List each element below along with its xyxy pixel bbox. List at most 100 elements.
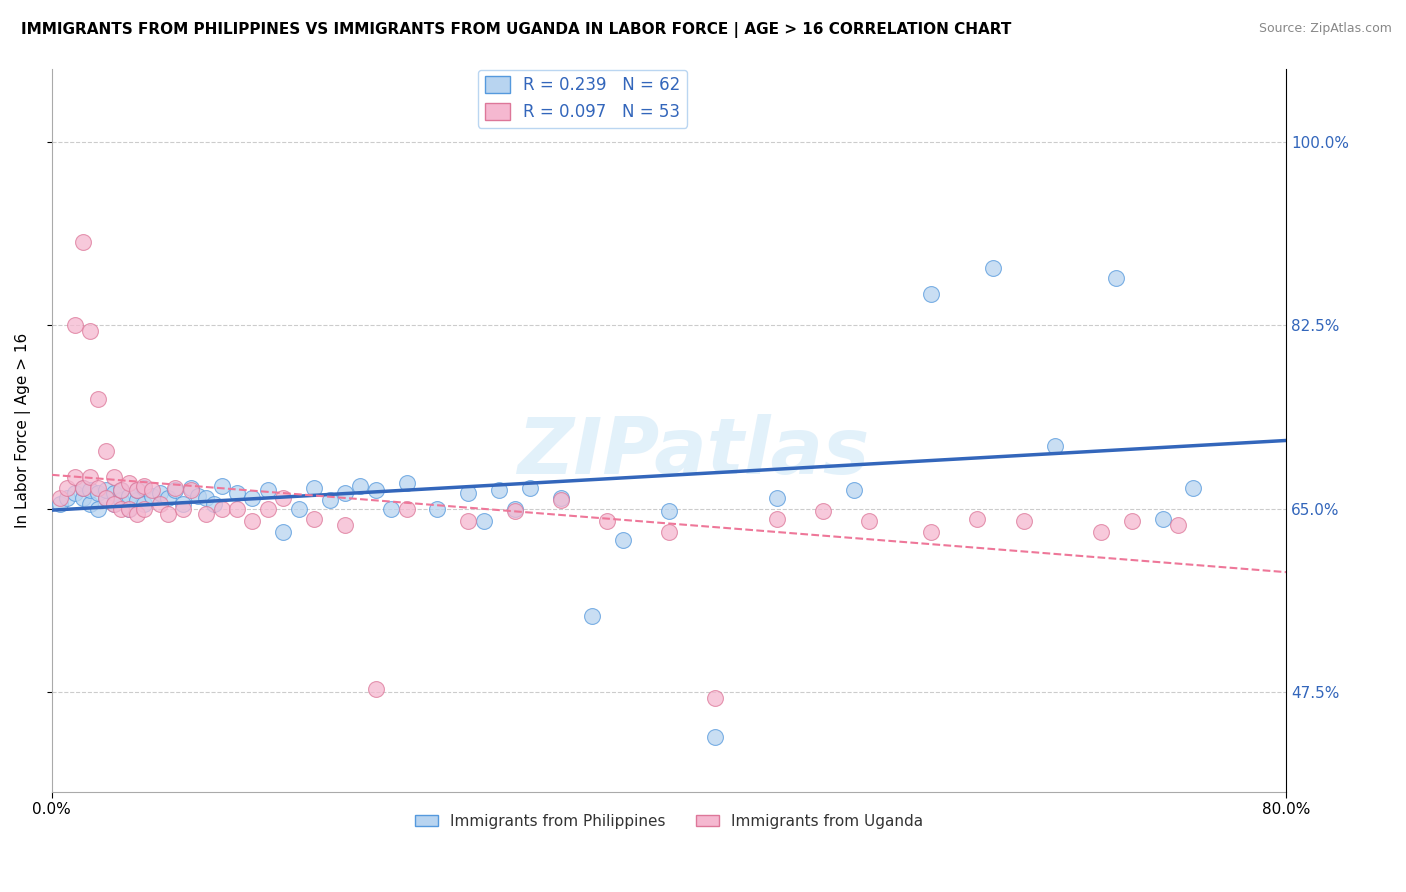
Point <box>118 489 141 503</box>
Point <box>811 504 834 518</box>
Point <box>302 481 325 495</box>
Point <box>134 479 156 493</box>
Point <box>1182 481 1205 495</box>
Point <box>333 486 356 500</box>
Point <box>550 493 572 508</box>
Text: Source: ZipAtlas.com: Source: ZipAtlas.com <box>1258 22 1392 36</box>
Point <box>1152 512 1174 526</box>
Point <box>72 235 94 249</box>
Point <box>202 497 225 511</box>
Point <box>981 260 1004 275</box>
Point <box>242 515 264 529</box>
Point <box>766 491 789 506</box>
Point <box>195 507 218 521</box>
Point <box>103 497 125 511</box>
Point <box>72 481 94 495</box>
Point <box>457 486 479 500</box>
Point <box>349 479 371 493</box>
Point <box>149 486 172 500</box>
Point <box>704 690 727 705</box>
Point <box>172 501 194 516</box>
Point <box>156 491 179 506</box>
Point <box>118 501 141 516</box>
Point <box>125 483 148 497</box>
Point <box>1167 517 1189 532</box>
Point <box>79 470 101 484</box>
Point <box>550 491 572 506</box>
Point <box>858 515 880 529</box>
Point <box>226 486 249 500</box>
Point <box>364 682 387 697</box>
Point <box>165 481 187 495</box>
Point <box>271 524 294 539</box>
Point <box>94 491 117 506</box>
Point <box>103 497 125 511</box>
Point <box>488 483 510 497</box>
Point <box>457 515 479 529</box>
Point <box>125 483 148 497</box>
Point <box>503 504 526 518</box>
Point <box>156 507 179 521</box>
Point <box>94 483 117 497</box>
Point <box>596 515 619 529</box>
Point <box>110 493 132 508</box>
Point <box>1012 515 1035 529</box>
Point <box>103 486 125 500</box>
Point <box>87 501 110 516</box>
Y-axis label: In Labor Force | Age > 16: In Labor Force | Age > 16 <box>15 333 31 528</box>
Point <box>658 524 681 539</box>
Legend: Immigrants from Philippines, Immigrants from Uganda: Immigrants from Philippines, Immigrants … <box>409 808 929 835</box>
Point <box>87 486 110 500</box>
Point <box>1105 271 1128 285</box>
Point <box>180 481 202 495</box>
Point <box>110 483 132 497</box>
Point <box>395 501 418 516</box>
Point <box>79 497 101 511</box>
Point <box>256 483 278 497</box>
Point <box>63 318 86 333</box>
Point <box>72 481 94 495</box>
Point <box>63 470 86 484</box>
Point <box>380 501 402 516</box>
Point <box>118 501 141 516</box>
Point <box>1121 515 1143 529</box>
Point <box>920 287 942 301</box>
Text: ZIPatlas: ZIPatlas <box>517 414 870 490</box>
Point <box>704 731 727 745</box>
Point <box>302 512 325 526</box>
Point <box>72 491 94 506</box>
Point <box>125 507 148 521</box>
Point <box>79 324 101 338</box>
Point <box>63 486 86 500</box>
Point <box>966 512 988 526</box>
Point <box>141 483 163 497</box>
Point <box>211 501 233 516</box>
Point <box>920 524 942 539</box>
Point <box>842 483 865 497</box>
Point <box>149 497 172 511</box>
Point <box>766 512 789 526</box>
Point <box>48 497 70 511</box>
Point <box>364 483 387 497</box>
Point <box>287 501 309 516</box>
Point <box>187 489 209 503</box>
Point <box>141 489 163 503</box>
Point <box>134 497 156 511</box>
Point <box>56 481 79 495</box>
Point <box>56 491 79 506</box>
Point <box>658 504 681 518</box>
Point <box>94 491 117 506</box>
Point <box>503 501 526 516</box>
Point <box>110 501 132 516</box>
Point <box>256 501 278 516</box>
Point <box>103 470 125 484</box>
Point <box>79 483 101 497</box>
Point <box>519 481 541 495</box>
Point <box>395 475 418 490</box>
Text: IMMIGRANTS FROM PHILIPPINES VS IMMIGRANTS FROM UGANDA IN LABOR FORCE | AGE > 16 : IMMIGRANTS FROM PHILIPPINES VS IMMIGRANT… <box>21 22 1011 38</box>
Point <box>94 444 117 458</box>
Point <box>211 479 233 493</box>
Point <box>226 501 249 516</box>
Point <box>134 501 156 516</box>
Point <box>87 392 110 406</box>
